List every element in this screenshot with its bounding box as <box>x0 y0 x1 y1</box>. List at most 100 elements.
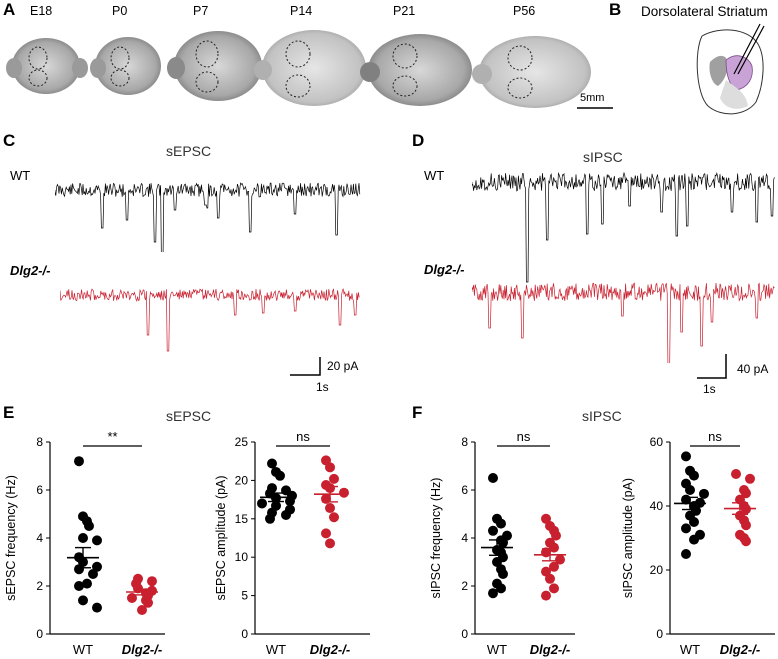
y-tick-label: 8 <box>461 435 468 449</box>
trace-d-ko <box>472 282 775 363</box>
data-point <box>731 469 741 479</box>
y-tick-label: 15 <box>235 512 249 526</box>
data-point <box>545 573 555 584</box>
scale-bar-c <box>290 357 321 376</box>
category-label: Dlg2-/- <box>720 642 760 657</box>
age-label-e18: E18 <box>30 4 53 18</box>
category-label: WT <box>266 642 286 657</box>
data-point <box>745 473 755 484</box>
data-point <box>741 520 751 531</box>
y-tick-label: 0 <box>461 627 468 641</box>
data-point <box>549 583 559 594</box>
data-point <box>488 525 498 536</box>
y-axis-label: sIPSC frequency (Hz) <box>429 478 443 599</box>
data-point <box>325 538 335 549</box>
data-point <box>689 517 699 527</box>
data-point <box>92 602 102 613</box>
data-point <box>681 549 691 559</box>
data-point <box>321 528 331 539</box>
age-label-p21: P21 <box>393 4 416 18</box>
scale-label-c-y: 20 pA <box>327 359 359 373</box>
y-axis-label: sEPSC amplitude (pA) <box>214 475 228 600</box>
y-axis-label: sIPSC amplitude (pA) <box>621 478 635 598</box>
panel-label-f: F <box>412 403 423 422</box>
data-point <box>257 498 267 509</box>
brain-section-p21 <box>360 34 472 106</box>
data-point <box>285 496 295 507</box>
category-label: Dlg2-/- <box>310 642 350 657</box>
chart-sipsc-frequency: 0 2 4 6 8 sIPSC frequency (Hz) WT Dlg2-/- ns <box>429 429 575 657</box>
y-tick-label: 2 <box>36 579 43 593</box>
data-point <box>488 588 498 599</box>
y-tick-label: 40 <box>650 499 664 513</box>
data-point <box>741 536 751 547</box>
data-point <box>325 462 335 473</box>
data-point <box>92 535 102 546</box>
scatter-charts: 0 2 4 6 8 sEPSC frequency (Hz) WT Dlg2-/- ** 0 5 1… <box>4 429 775 657</box>
y-tick-label: 4 <box>36 531 43 545</box>
data-point <box>133 583 143 594</box>
data-point <box>551 530 561 541</box>
age-label-p0: P0 <box>112 4 128 18</box>
data-point <box>685 485 695 495</box>
data-point <box>329 512 339 523</box>
data-point <box>339 487 349 498</box>
panel-label-a: A <box>3 0 16 19</box>
chart-sipsc-amplitude: 0 20 40 60 sIPSC amplitude (pA) WT Dlg2-/- ns <box>621 429 775 657</box>
y-tick-label: 0 <box>241 627 248 641</box>
scale-label-d-y: 40 pA <box>737 362 769 376</box>
data-point <box>541 590 551 601</box>
significance-label: ns <box>296 429 310 444</box>
data-point <box>325 503 335 514</box>
significance-label: ns <box>708 429 722 444</box>
data-point <box>496 518 506 529</box>
age-label-p56: P56 <box>513 4 536 18</box>
data-point <box>498 569 508 579</box>
age-label-p14: P14 <box>290 4 313 18</box>
trace-c-ko <box>60 288 360 352</box>
brain-sections-image <box>6 30 591 108</box>
trace-label-wt-c: WT <box>10 168 31 183</box>
y-tick-label: 6 <box>461 483 468 497</box>
panel-label-e: E <box>3 403 15 422</box>
trace-d-wt <box>472 171 775 283</box>
data-point <box>78 533 88 543</box>
trace-label-wt-d: WT <box>424 168 445 183</box>
data-point <box>265 513 275 524</box>
trace-title-c: sEPSC <box>166 143 212 159</box>
data-point <box>147 576 157 587</box>
data-point <box>143 597 153 608</box>
scale-label-c-x: 1s <box>316 380 329 394</box>
data-point <box>496 583 506 594</box>
section-title-e: sEPSC <box>166 408 212 424</box>
category-label: Dlg2-/- <box>530 642 570 657</box>
brain-section-p56 <box>472 36 591 108</box>
data-point <box>555 554 565 565</box>
data-point <box>488 473 498 483</box>
age-label-p7: P7 <box>193 4 209 18</box>
data-point <box>689 470 699 481</box>
y-tick-label: 20 <box>235 473 249 487</box>
data-point <box>699 488 709 499</box>
data-point <box>681 523 691 534</box>
data-point <box>74 581 84 591</box>
striatum-schematic <box>696 23 765 115</box>
category-label: Dlg2-/- <box>122 642 162 657</box>
y-tick-label: 2 <box>461 579 468 593</box>
trace-c-wt <box>55 182 361 252</box>
significance-label: ns <box>517 429 531 444</box>
significance-label: ** <box>107 429 117 444</box>
trace-d-wt-line <box>472 171 775 283</box>
data-point <box>74 564 84 575</box>
y-tick-label: 6 <box>36 483 43 497</box>
y-tick-label: 0 <box>36 627 43 641</box>
y-tick-label: 5 <box>241 589 248 603</box>
data-point <box>681 451 691 462</box>
data-point <box>137 605 147 615</box>
section-title-f: sIPSC <box>582 408 622 424</box>
trace-label-ko-d: Dlg2-/- <box>424 262 465 277</box>
brain-section-p7 <box>167 31 262 101</box>
trace-d-ko-line <box>472 282 775 363</box>
category-label: WT <box>73 642 93 657</box>
data-point <box>88 569 98 579</box>
